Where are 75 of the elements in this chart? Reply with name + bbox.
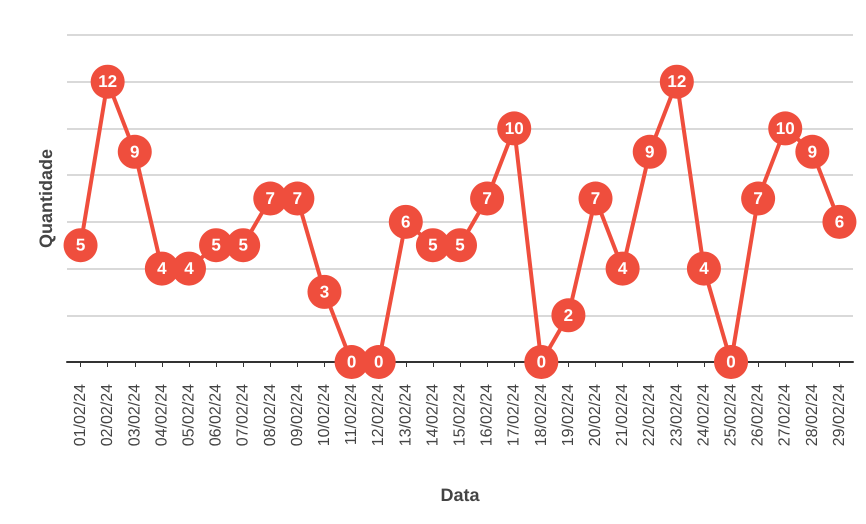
point <box>578 182 613 216</box>
x-tick-label: 26/02/24 <box>750 384 767 446</box>
x-tick-label: 03/02/24 <box>126 384 144 446</box>
x-tick-label: 29/02/24 <box>830 384 848 446</box>
x-tick-label: 01/02/24 <box>72 384 90 446</box>
x-axis-title: Data <box>440 485 480 505</box>
data-label: 10 <box>776 118 795 138</box>
x-tick-label: 15/02/24 <box>452 384 468 446</box>
x-tick-label: 06/02/24 <box>208 384 225 446</box>
x-tick-label: 05/02/24 <box>180 384 198 446</box>
x-tick-label: 09/02/24 <box>288 384 306 446</box>
x-tick-label: 21/02/24 <box>614 384 632 446</box>
x-tick-label: 12/02/24 <box>370 384 388 446</box>
data-label: 7 <box>753 189 763 208</box>
x-tick-label: 04/02/24 <box>153 384 170 446</box>
point <box>388 204 423 239</box>
data-label: 5 <box>76 236 86 255</box>
data-label: 7 <box>482 189 492 208</box>
data-label: 12 <box>98 72 118 92</box>
x-tick-label: 22/02/24 <box>641 384 658 446</box>
data-label: 0 <box>726 352 736 372</box>
data-label: 0 <box>374 352 384 372</box>
x-tick-label: 14/02/24 <box>424 384 442 446</box>
point <box>118 134 152 169</box>
point <box>64 228 98 262</box>
x-tick-label: 23/02/24 <box>668 384 686 446</box>
point <box>822 204 856 239</box>
data-label: 3 <box>320 282 330 302</box>
point <box>524 345 558 379</box>
data-label: 7 <box>590 189 600 208</box>
data-label: 7 <box>292 189 302 208</box>
data-label: 0 <box>346 352 356 372</box>
data-label: 5 <box>428 236 438 255</box>
point <box>551 298 586 332</box>
data-label: 10 <box>504 118 524 138</box>
point <box>470 182 504 216</box>
data-label: 4 <box>157 259 168 278</box>
point <box>686 252 721 286</box>
point <box>308 274 342 309</box>
data-label: 9 <box>644 142 654 162</box>
x-tick-label: 10/02/24 <box>316 384 333 446</box>
data-label: 0 <box>536 352 546 372</box>
y-axis-title: Quantidade <box>36 148 56 248</box>
data-label: 4 <box>618 259 628 278</box>
x-tick-label: 20/02/24 <box>587 384 604 446</box>
x-tick-label: 19/02/24 <box>560 384 577 446</box>
point <box>741 182 776 216</box>
point <box>795 134 830 169</box>
data-label: 5 <box>238 236 248 255</box>
x-tick-label: 08/02/24 <box>262 384 279 446</box>
point <box>632 134 667 169</box>
data-label: 12 <box>667 72 686 92</box>
data-label: 9 <box>808 142 818 162</box>
data-label: 9 <box>130 142 140 162</box>
data-label: 5 <box>455 236 465 255</box>
x-tick-label: 07/02/24 <box>234 384 252 446</box>
x-tick-label: 02/02/24 <box>99 384 116 446</box>
x-tick-label: 24/02/24 <box>695 384 712 446</box>
data-label: 6 <box>401 212 411 232</box>
x-tick-label: 25/02/24 <box>722 384 740 446</box>
x-tick-label: 16/02/24 <box>478 384 496 446</box>
data-label: 4 <box>699 259 710 278</box>
data-label: 5 <box>211 236 221 255</box>
data-label: 6 <box>834 212 844 232</box>
point <box>606 252 640 286</box>
x-tick-label: 18/02/24 <box>532 384 550 446</box>
point <box>714 345 748 379</box>
x-tick-label: 17/02/24 <box>506 384 523 446</box>
x-tick-label: 27/02/24 <box>776 384 794 446</box>
data-label: 2 <box>564 306 574 325</box>
data-label: 7 <box>266 189 276 208</box>
data-label: 4 <box>184 259 194 278</box>
x-tick-label: 13/02/24 <box>397 384 414 446</box>
x-tick-label: 28/02/24 <box>804 384 821 446</box>
x-tick-label: 11/02/24 <box>343 384 360 446</box>
